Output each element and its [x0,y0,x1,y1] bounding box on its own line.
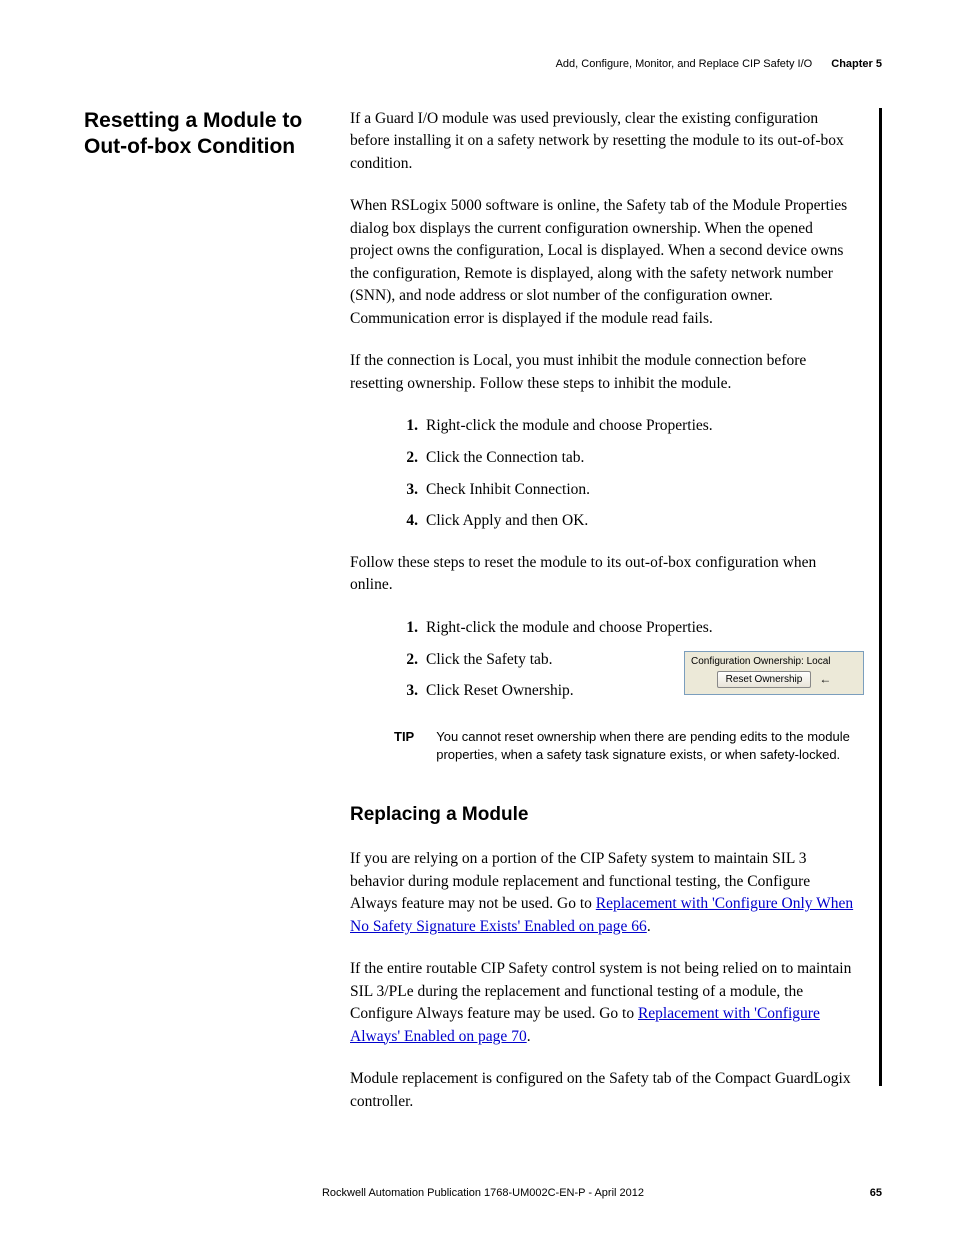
section-heading: Resetting a Module to Out-of-box Conditi… [84,108,322,161]
list-number: 1. [394,415,418,437]
ownership-panel: Configuration Ownership: Local Reset Own… [684,651,864,695]
paragraph: When RSLogix 5000 software is online, th… [350,195,858,330]
paragraph: Module replacement is configured on the … [350,1068,858,1113]
list-number: 1. [394,617,418,639]
paragraph: If you are relying on a portion of the C… [350,848,858,938]
paragraph-text: . [647,918,651,935]
step-with-screenshot: 2. Click the Safety tab. 3. Click Reset … [350,649,858,720]
list-item: 3. Check Inhibit Connection. [394,479,858,501]
ownership-label: Configuration Ownership: Local [691,656,857,667]
paragraph-text: . [527,1028,531,1045]
list-item: 4. Click Apply and then OK. [394,510,858,532]
subheading-replacing: Replacing a Module [350,804,858,826]
ordered-list-inhibit: 1. Right-click the module and choose Pro… [394,415,858,532]
list-number: 3. [394,680,418,702]
list-text: Click the Connection tab. [426,447,858,469]
paragraph: If the entire routable CIP Safety contro… [350,958,858,1048]
list-number: 3. [394,479,418,501]
list-text: Right-click the module and choose Proper… [426,617,858,639]
arrow-left-icon: ← [819,672,831,686]
footer-page-number: 65 [870,1187,882,1199]
content-area: Resetting a Module to Out-of-box Conditi… [84,108,882,1133]
tip-label: TIP [394,728,414,764]
page: Add, Configure, Monitor, and Replace CIP… [0,0,954,1235]
tip-block: TIP You cannot reset ownership when ther… [394,728,858,764]
right-column: If a Guard I/O module was used previousl… [350,108,882,1133]
paragraph: If the connection is Local, you must inh… [350,350,858,395]
list-text: Click Reset Ownership. [426,680,666,702]
list-item: 2. Click the Safety tab. [394,649,666,671]
tip-text: You cannot reset ownership when there ar… [436,728,858,764]
list-item: 1. Right-click the module and choose Pro… [394,617,858,639]
paragraph: Follow these steps to reset the module t… [350,552,858,597]
header-chapter: Chapter 5 [831,58,882,70]
list-item: 1. Right-click the module and choose Pro… [394,415,858,437]
ownership-button-row: Reset Ownership ← [691,671,857,688]
page-footer: Rockwell Automation Publication 1768-UM0… [84,1187,882,1199]
list-text: Check Inhibit Connection. [426,479,858,501]
paragraph: If a Guard I/O module was used previousl… [350,108,858,175]
left-column: Resetting a Module to Out-of-box Conditi… [84,108,322,1133]
list-number: 2. [394,649,418,671]
list-text: Right-click the module and choose Proper… [426,415,858,437]
list-item: 2. Click the Connection tab. [394,447,858,469]
list-item: 3. Click Reset Ownership. [394,680,666,702]
list-number: 2. [394,447,418,469]
ordered-list-reset: 1. Right-click the module and choose Pro… [394,617,858,639]
list-text: Click the Safety tab. [426,649,666,671]
vertical-rule [879,108,882,1086]
page-header: Add, Configure, Monitor, and Replace CIP… [556,58,882,70]
ordered-list-reset-cont: 2. Click the Safety tab. 3. Click Reset … [394,649,666,712]
header-breadcrumb: Add, Configure, Monitor, and Replace CIP… [556,58,813,70]
footer-publication: Rockwell Automation Publication 1768-UM0… [84,1187,882,1199]
reset-ownership-button[interactable]: Reset Ownership [717,671,812,688]
list-text: Click Apply and then OK. [426,510,858,532]
list-number: 4. [394,510,418,532]
